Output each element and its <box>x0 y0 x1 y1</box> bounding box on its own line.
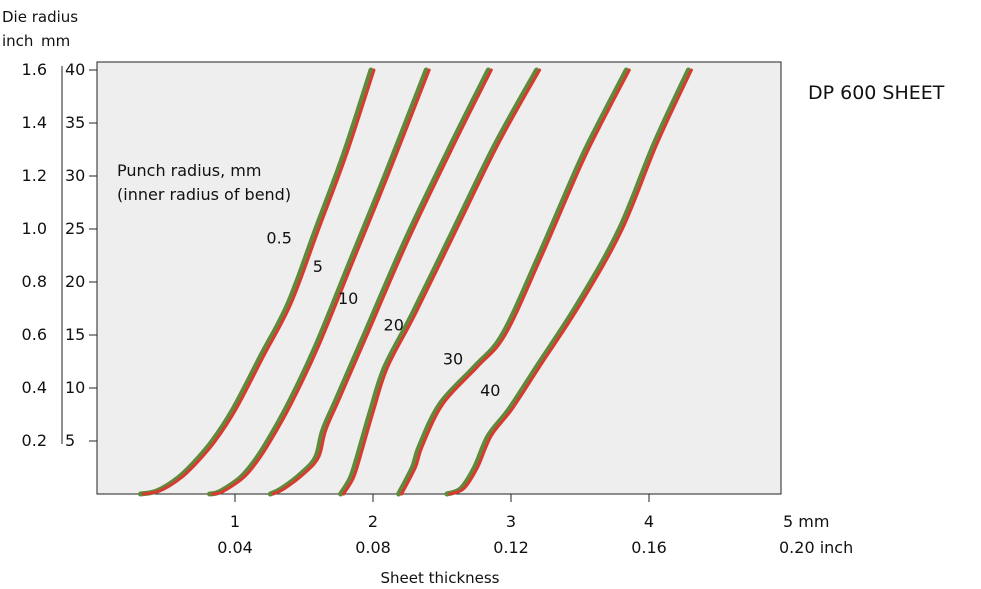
series-10 <box>267 67 493 497</box>
series-5 <box>207 67 431 497</box>
series-shadow-30 <box>396 67 629 497</box>
y-tick-label-inch-3: 0.8 <box>22 272 47 291</box>
series-0.5 <box>138 67 376 497</box>
axis-layer: 50.2100.4150.6200.8251.0301.2351.4401.61… <box>22 60 854 557</box>
y-tick-label-mm-40: 40 <box>65 60 85 79</box>
y-tick-label-mm-10: 10 <box>65 378 85 397</box>
y-tick-label-mm-35: 35 <box>65 113 85 132</box>
y-tick-label-inch-2: 0.6 <box>22 325 47 344</box>
x-tick-label-mm-5: 5 mm <box>783 512 829 531</box>
x-tick-label-inch-3: 0.16 <box>631 538 667 557</box>
y-tick-label-mm-20: 20 <box>65 272 85 291</box>
y-unit-inch: inch <box>2 32 33 50</box>
y-tick-label-mm-15: 15 <box>65 325 85 344</box>
series-line-5 <box>211 68 431 496</box>
series-40 <box>444 67 693 497</box>
series-label-20: 20 <box>384 315 404 334</box>
x-tick-label-inch-4: 0.20 inch <box>779 538 853 557</box>
series-label-30: 30 <box>443 349 463 368</box>
x-axis-title: Sheet thickness <box>381 569 500 587</box>
series-shadow-40 <box>444 67 691 497</box>
x-tick-label-mm-2: 2 <box>368 512 378 531</box>
series-line-20 <box>342 68 542 496</box>
series-label-40: 40 <box>480 381 500 400</box>
series-layer: 0.5 5 10 20 30 40 <box>138 67 693 497</box>
series-label-5: 5 <box>313 257 323 276</box>
y-unit-mm: mm <box>41 32 70 50</box>
text-layer: DP 600 SHEET Die radius inch mm Punch ra… <box>2 8 945 587</box>
series-shadow-5 <box>207 67 429 497</box>
series-label-0.5: 0.5 <box>266 228 291 247</box>
y-axis-title: Die radius <box>2 8 78 26</box>
legend-title-line1: Punch radius, mm <box>117 161 261 180</box>
x-tick-label-mm-3: 3 <box>506 512 516 531</box>
x-tick-label-inch-1: 0.08 <box>355 538 391 557</box>
y-tick-label-inch-1: 0.4 <box>22 378 47 397</box>
y-tick-label-inch-6: 1.4 <box>22 113 47 132</box>
series-line-10 <box>271 68 493 496</box>
y-tick-label-inch-7: 1.6 <box>22 60 47 79</box>
series-line-0.5 <box>142 68 376 496</box>
x-tick-label-inch-0: 0.04 <box>217 538 253 557</box>
chart-title: DP 600 SHEET <box>808 82 945 104</box>
series-shadow-10 <box>267 67 491 497</box>
y-tick-label-inch-4: 1.0 <box>22 219 47 238</box>
series-line-30 <box>400 68 631 496</box>
series-shadow-20 <box>338 67 540 497</box>
series-line-40 <box>448 68 693 496</box>
plot-area <box>96 61 782 495</box>
series-label-10: 10 <box>338 289 358 308</box>
series-30 <box>396 67 631 497</box>
y-tick-label-mm-5: 5 <box>65 431 75 450</box>
series-shadow-0.5 <box>138 67 374 497</box>
series-20 <box>338 67 542 497</box>
y-tick-label-inch-0: 0.2 <box>22 431 47 450</box>
legend-title-line2: (inner radius of bend) <box>117 185 291 204</box>
y-tick-label-inch-5: 1.2 <box>22 166 47 185</box>
y-tick-label-mm-25: 25 <box>65 219 85 238</box>
y-tick-label-mm-30: 30 <box>65 166 85 185</box>
x-tick-label-inch-2: 0.12 <box>493 538 529 557</box>
x-tick-label-mm-4: 4 <box>644 512 654 531</box>
x-tick-label-mm-1: 1 <box>230 512 240 531</box>
